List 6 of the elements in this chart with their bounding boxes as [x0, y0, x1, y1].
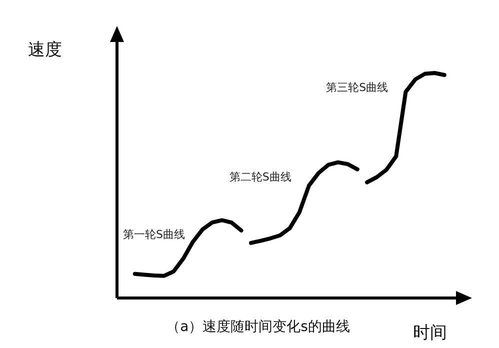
y-axis-title: 速度 [28, 40, 62, 60]
series-label: 第二轮S曲线 [229, 170, 292, 184]
series-label: 第一轮S曲线 [123, 228, 185, 242]
x-axis-title: 时间 [413, 323, 447, 343]
series-label: 第三轮S曲线 [326, 81, 388, 94]
text: （a）速度随时间变化s的曲线 [166, 319, 350, 335]
